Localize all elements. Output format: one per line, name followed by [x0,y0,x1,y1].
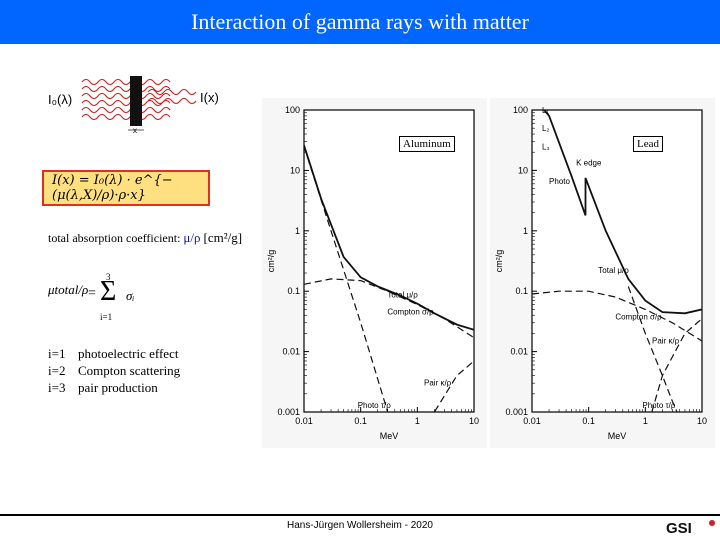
coefficient-unit: [cm²/g] [203,230,243,245]
sum-upper: 3 [106,272,111,282]
y-tick-label: 10 [290,165,300,175]
series-line-total [304,145,474,331]
y-tick-label: 0.1 [287,286,300,296]
x-tick-label: 1 [415,416,420,426]
absorption-coefficient: total absorption coefficient: μ/ρ [cm²/g… [48,230,242,246]
coefficient-symbol: μ/ρ [183,230,201,245]
series-label: Compton σ/ρ [615,312,662,321]
y-tick-label: 1 [295,226,300,236]
series-label: Photo τ/ρ [642,401,676,410]
ix-label: I(x) [200,90,219,105]
y-tick-label: 0.01 [282,347,300,357]
y-tick-label: 1 [523,226,528,236]
series-line-pair [651,318,702,412]
annotation-label: K edge [576,159,602,168]
slide-title: Interaction of gamma rays with matter [0,0,720,44]
svg-text:GSI: GSI [666,520,692,537]
series-label: Total μ/ρ [598,266,629,275]
y-tick-label: 100 [285,105,300,115]
series-label: Photo τ/ρ [358,401,392,410]
series-label: Total μ/ρ [387,291,418,300]
lead-label: Lead [633,136,663,152]
plot-frame [303,109,475,413]
sum-lhs: μtotal/ρ [48,282,89,297]
wave-graphic [81,76,197,131]
sum-term: σᵢ [126,288,135,303]
y-tick-label: 10 [518,165,528,175]
y-tick-label: 0.001 [277,407,300,417]
footer-divider [0,514,720,516]
x-axis-label: MeV [380,431,399,441]
x-axis-label: MeV [608,431,627,441]
x-tick-label: 0.01 [295,416,313,426]
series-label: Compton σ/ρ [387,308,434,317]
aluminum-label: Aluminum [399,136,455,152]
coefficient-text: total absorption coefficient: [48,231,184,245]
annotation-label: L₃ [542,143,550,152]
process-item: i=2 Compton scattering [48,363,181,378]
y-tick-label: 100 [513,105,528,115]
series-label: Pair κ/ρ [652,336,680,345]
gsi-logo: GSI [666,520,715,537]
process-item: i=3 pair production [48,380,158,395]
x-tick-label: 10 [469,416,479,426]
y-tick-label: 0.01 [510,347,528,357]
annotation-label: Photo [549,177,570,186]
annotation-label: L₂ [542,124,550,133]
x-label: x [133,126,137,135]
sum-lower: i=1 [100,312,113,322]
sum-formula: μtotal/ρ = 3 Σ i=1 σᵢ [48,272,135,322]
attenuation-diagram: I₀(λ) I(x) x [40,70,260,140]
x-tick-label: 10 [697,416,707,426]
x-tick-label: 1 [643,416,648,426]
x-tick-label: 0.1 [354,416,367,426]
series-line-compton [304,278,474,339]
x-tick-label: 0.01 [523,416,541,426]
process-item: i=1 photoelectric effect [48,346,179,361]
y-axis-label: cm²/g [494,250,504,273]
y-tick-label: 0.1 [515,286,528,296]
y-axis-label: cm²/g [266,250,276,273]
series-line-total [543,110,702,315]
process-list: i=1 photoelectric effect i=2 Compton scatt… [48,345,180,396]
series-line-compton [532,290,702,342]
i0-label: I₀(λ) [48,92,73,107]
series-label: Pair κ/ρ [424,379,452,388]
y-tick-label: 0.001 [505,407,528,417]
attenuation-formula: I(x) = I₀(λ) · e^{−(μ(λ,X)/ρ)·ρ·x} [42,170,210,206]
x-tick-label: 0.1 [582,416,595,426]
annotation-label: L₁ [542,106,549,115]
series-line-photo [304,146,389,412]
plot-frame [531,109,703,413]
series-line-photo [627,286,678,412]
footer-author: Hans-Jürgen Wollersheim - 2020 [287,520,433,531]
